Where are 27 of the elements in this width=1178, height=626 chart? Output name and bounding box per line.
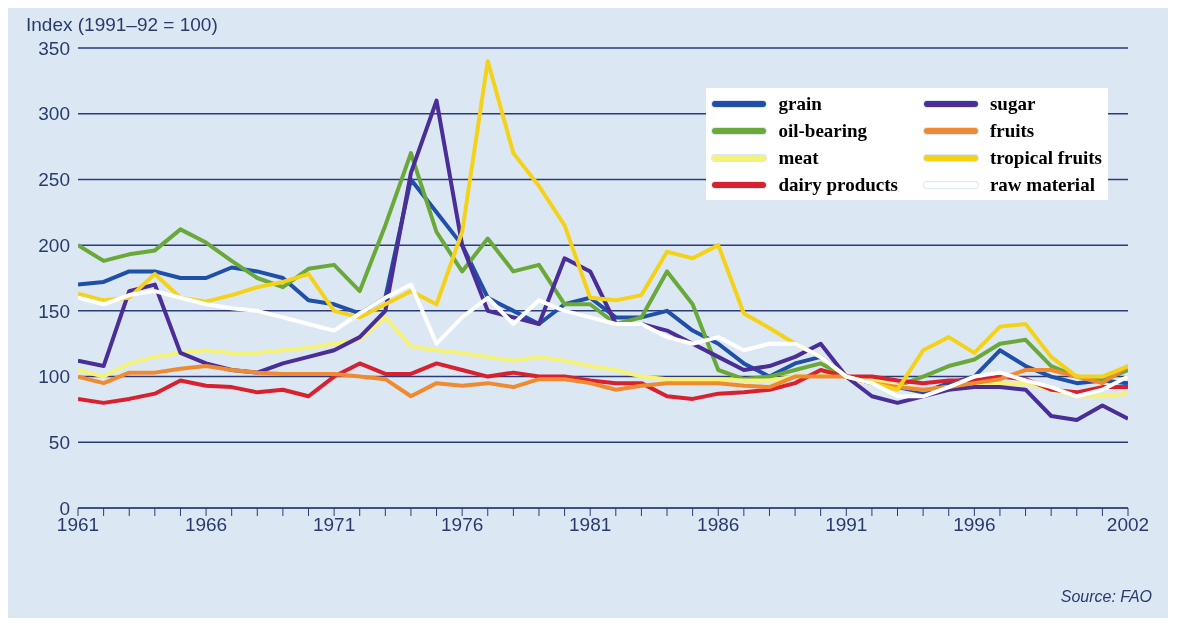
- y-tick-label: 50: [48, 432, 70, 454]
- legend-label: oil-bearing: [778, 119, 868, 142]
- legend-label: tropical fruits: [989, 146, 1102, 169]
- x-tick-label: 1986: [697, 514, 740, 536]
- y-tick-label: 200: [38, 234, 70, 256]
- y-tick-label: 100: [38, 366, 70, 388]
- legend-label: sugar: [989, 92, 1036, 115]
- y-tick-label: 150: [38, 300, 70, 322]
- x-tick-label: 1981: [569, 514, 612, 536]
- legend-label: raw material: [989, 173, 1095, 196]
- y-tick-label: 300: [38, 103, 70, 125]
- source-note: Source: FAO: [1060, 588, 1152, 606]
- line-series: [78, 282, 1128, 399]
- legend-label: grain: [778, 92, 822, 115]
- x-tick-label: 1991: [825, 514, 868, 536]
- line-series: [78, 364, 1128, 399]
- x-tick-label: 1966: [184, 514, 228, 536]
- x-tick-label: 1971: [312, 514, 356, 536]
- y-tick-label: 250: [38, 169, 70, 191]
- y-tick-label: 350: [38, 37, 70, 59]
- x-tick-label: 2002: [1106, 514, 1150, 536]
- x-tick-label: 1996: [953, 514, 996, 536]
- legend-label: fruits: [989, 119, 1035, 142]
- y-axis-title: Index (1991–92 = 100): [26, 14, 218, 36]
- legend-label: meat: [778, 146, 819, 169]
- x-tick-label: 1976: [441, 514, 484, 536]
- legend-label: dairy products: [778, 173, 898, 196]
